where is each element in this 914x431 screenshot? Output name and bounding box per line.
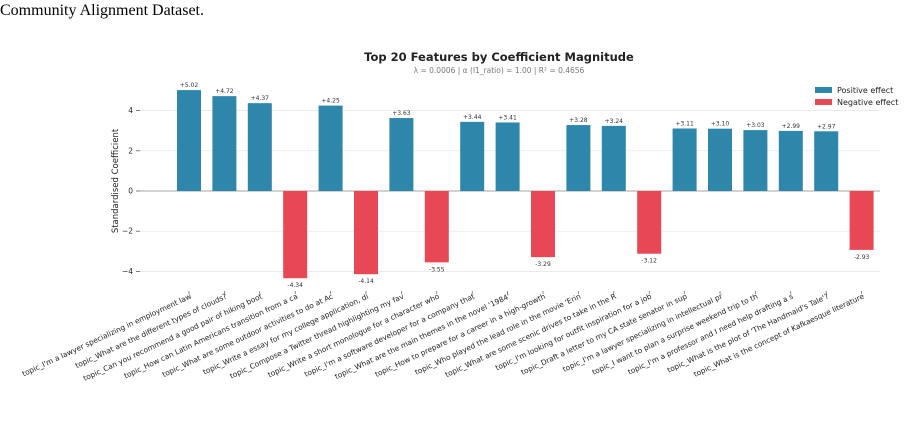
value-label: +3.11: [675, 120, 694, 127]
bar: [849, 191, 874, 250]
value-label: -4.34: [287, 282, 303, 289]
value-label: +3.44: [463, 114, 482, 121]
y-tick-label: −2: [122, 227, 133, 236]
bar: [708, 128, 732, 191]
y-tick-label: 0: [128, 187, 133, 196]
value-label: +3.63: [392, 110, 411, 117]
value-label: +2.99: [782, 123, 801, 130]
bar: [495, 122, 520, 191]
value-label: +4.25: [321, 98, 340, 105]
bar: [354, 191, 378, 275]
value-label: +4.37: [251, 95, 270, 102]
bar: [460, 121, 485, 191]
y-tick-label: 4: [128, 106, 133, 115]
bar: [566, 125, 591, 191]
value-label: -3.29: [535, 261, 551, 268]
legend-swatch-negative: [815, 99, 832, 105]
legend-label-positive: Positive effect: [837, 86, 893, 95]
caption-line-2: Community Alignment Dataset.: [0, 2, 204, 19]
value-label: +3.41: [498, 114, 517, 121]
value-labels: +5.02 +4.72 +4.37 -4.34 +4.25 -4.14 +3.63 -3.55…: [180, 82, 870, 289]
y-tick-label: 2: [128, 146, 133, 155]
bar: [318, 105, 343, 191]
bar: [672, 128, 697, 191]
value-label: +3.03: [746, 122, 765, 129]
bar: [212, 96, 237, 191]
value-label: +3.28: [569, 117, 588, 124]
bar: [531, 191, 555, 258]
bar: [283, 191, 308, 279]
bar: [778, 130, 803, 191]
bar: [637, 191, 662, 254]
chart-subtitle: λ = 0.0006 | α (l1_ratio) = 1.00 | R² = …: [414, 66, 585, 75]
legend-swatch-positive: [815, 87, 832, 93]
value-label: -4.14: [358, 278, 374, 285]
bars: [177, 90, 874, 279]
value-label: +5.02: [180, 82, 199, 89]
value-label: -3.12: [641, 258, 657, 265]
x-axis-ticks: topic_I'm a lawyer specializing in emplo…: [21, 291, 866, 383]
bar: [389, 118, 414, 191]
chart-title: Top 20 Features by Coefficient Magnitude: [364, 50, 634, 64]
bar: [424, 191, 449, 263]
value-label: -2.93: [854, 254, 870, 261]
legend: Positive effect Negative effect: [815, 86, 898, 107]
bar: [177, 90, 201, 191]
value-label: +3.10: [711, 121, 730, 128]
value-label: +3.24: [605, 118, 624, 125]
value-label: -3.55: [429, 266, 445, 273]
value-label: +2.97: [817, 123, 836, 130]
figure-caption: Community Alignment Dataset.: [0, 0, 914, 22]
bar: [601, 125, 626, 191]
bar: [247, 103, 272, 191]
legend-label-negative: Negative effect: [837, 98, 898, 107]
bar: [814, 131, 839, 191]
y-axis-label: Standardised Coefficient: [111, 128, 121, 233]
bar: [743, 130, 768, 191]
y-tick-label: −4: [122, 267, 133, 276]
y-axis-ticks: −4 −2 0 2 4: [122, 106, 140, 276]
value-label: +4.72: [215, 88, 234, 95]
